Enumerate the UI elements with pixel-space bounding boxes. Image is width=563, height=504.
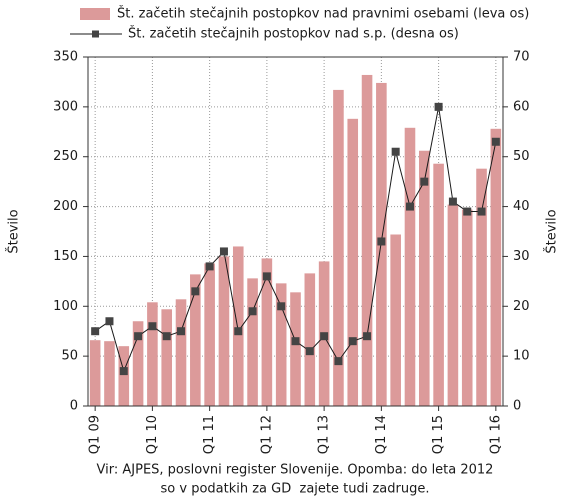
bar	[118, 346, 130, 406]
y2-tick-label: 0	[513, 399, 521, 414]
bar	[232, 246, 244, 406]
y2-tick-label: 60	[513, 99, 530, 114]
marker	[405, 202, 414, 211]
marker	[248, 307, 257, 316]
y2-tick-label: 10	[513, 349, 530, 364]
bar	[361, 74, 373, 406]
marker	[234, 327, 243, 336]
marker	[191, 287, 200, 296]
x-tick-label: Q1 15	[431, 415, 446, 454]
marker	[177, 327, 186, 336]
legend-label: Št. začetih stečajnih postopkov nad s.p.…	[128, 26, 459, 42]
bar	[175, 299, 187, 406]
marker	[291, 337, 300, 346]
bar	[261, 258, 273, 406]
marker	[363, 332, 372, 341]
marker	[420, 177, 429, 186]
bar	[147, 302, 158, 406]
y-tick-label: 50	[61, 349, 78, 364]
marker	[162, 332, 171, 341]
bar	[476, 168, 487, 406]
bar	[333, 89, 344, 407]
marker	[463, 207, 472, 216]
y2-tick-label: 40	[513, 199, 530, 214]
bar	[390, 234, 401, 406]
x-tick-label: Q1 11	[202, 415, 217, 454]
marker	[277, 302, 286, 311]
marker	[434, 102, 443, 111]
bar	[347, 118, 359, 406]
x-tick-label: Q1 13	[317, 415, 332, 454]
y-axis-title: Število	[6, 209, 22, 253]
y2-tick-label: 50	[513, 149, 530, 164]
bar	[304, 273, 316, 406]
bar	[447, 204, 459, 406]
marker	[320, 332, 329, 341]
footnote: so v podatkih za GD zajete tudi zadruge.	[161, 482, 430, 497]
marker	[305, 347, 314, 356]
y2-tick-label: 70	[513, 50, 530, 65]
y-tick-label: 150	[53, 249, 78, 264]
marker	[91, 327, 100, 336]
x-tick-label: Q1 10	[145, 415, 160, 454]
y-tick-label: 300	[53, 99, 78, 114]
legend-marker	[92, 30, 99, 38]
bar	[89, 340, 101, 406]
y-tick-label: 250	[53, 149, 78, 164]
marker	[262, 272, 271, 281]
bar	[404, 127, 416, 406]
y-tick-label: 350	[53, 50, 78, 65]
bar	[161, 309, 173, 406]
bar	[247, 278, 258, 406]
bar	[275, 283, 287, 406]
marker	[477, 207, 486, 216]
marker	[119, 367, 128, 376]
bar	[204, 263, 215, 406]
marker	[148, 322, 157, 331]
marker	[491, 137, 500, 146]
y2-axis-title: Število	[544, 209, 560, 253]
y2-tick-label: 30	[513, 249, 530, 264]
bar	[218, 256, 230, 406]
bar	[132, 321, 144, 406]
legend-label: Št. začetih stečajnih postopkov nad prav…	[117, 6, 529, 22]
marker	[348, 337, 357, 346]
x-tick-label: Q1 16	[488, 415, 503, 454]
bar	[290, 292, 301, 406]
marker	[391, 147, 400, 156]
marker	[134, 332, 143, 341]
bar	[190, 274, 201, 406]
marker	[219, 247, 228, 256]
marker	[377, 237, 386, 246]
bar	[461, 209, 473, 406]
bar	[490, 128, 502, 406]
bar	[418, 150, 430, 406]
legend-swatch	[80, 8, 110, 20]
marker	[205, 262, 214, 271]
y-tick-label: 100	[53, 299, 78, 314]
marker	[105, 317, 114, 326]
plot-frame	[87, 56, 504, 407]
y2-tick-label: 20	[513, 299, 530, 314]
x-tick-label: Q1 09	[88, 415, 103, 454]
bar	[104, 341, 115, 406]
bar	[433, 163, 444, 406]
x-tick-label: Q1 14	[374, 415, 389, 454]
y-tick-label: 0	[70, 399, 78, 414]
y-tick-label: 200	[53, 199, 78, 214]
marker	[334, 357, 343, 366]
x-tick-label: Q1 12	[259, 415, 274, 454]
footnote: Vir: AJPES, poslovni register Slovenije.…	[97, 463, 494, 478]
marker	[448, 197, 457, 206]
